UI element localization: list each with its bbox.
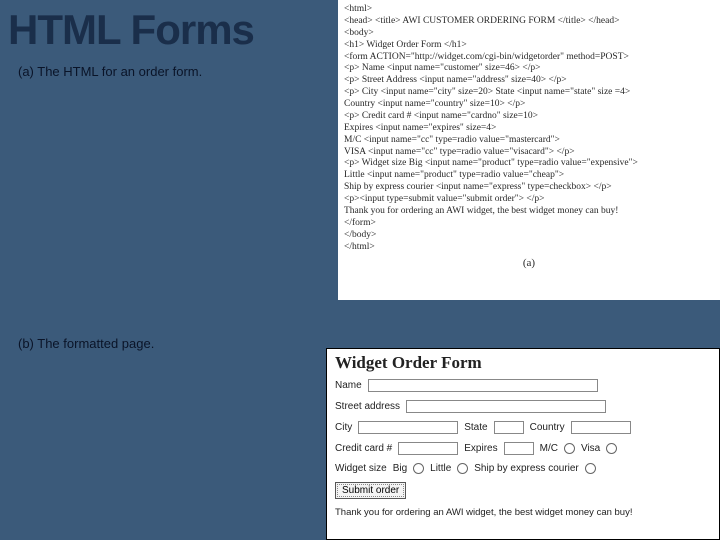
radio-big[interactable]: [413, 463, 424, 474]
code-line: Little <input name="product" type=radio …: [344, 170, 714, 182]
label-little: Little: [430, 463, 451, 474]
radio-visa[interactable]: [606, 443, 617, 454]
code-line: Country <input name="country" size=10> <…: [344, 99, 714, 111]
rendered-form-panel: Widget Order Form Name Street address Ci…: [326, 348, 720, 540]
code-line: <p> City <input name="city" size=20> Sta…: [344, 87, 714, 99]
code-line: <body>: [344, 28, 714, 40]
label-country: Country: [530, 422, 565, 433]
label-state: State: [464, 422, 487, 433]
label-street: Street address: [335, 401, 400, 412]
figure-label-a: (a): [344, 257, 714, 271]
row-city: City State Country: [335, 421, 711, 434]
code-line: M/C <input name="cc" type=radio value="m…: [344, 135, 714, 147]
form-heading: Widget Order Form: [335, 353, 711, 373]
radio-mc[interactable]: [564, 443, 575, 454]
label-name: Name: [335, 380, 362, 391]
label-visa: Visa: [581, 443, 600, 454]
code-line: <p> Name <input name="customer" size=46>…: [344, 63, 714, 75]
row-card: Credit card # Expires M/C Visa: [335, 442, 711, 455]
code-line: <form ACTION="http://widget.com/cgi-bin/…: [344, 52, 714, 64]
code-panel: <html><head> <title> AWI CUSTOMER ORDERI…: [338, 0, 720, 300]
code-line: <head> <title> AWI CUSTOMER ORDERING FOR…: [344, 16, 714, 28]
input-country[interactable]: [571, 421, 631, 434]
code-line: </html>: [344, 242, 714, 254]
caption-a: (a) The HTML for an order form.: [8, 58, 212, 85]
label-expires: Expires: [464, 443, 497, 454]
code-line: <p><input type=submit value="submit orde…: [344, 194, 714, 206]
code-line: <p> Widget size Big <input name="product…: [344, 158, 714, 170]
input-city[interactable]: [358, 421, 458, 434]
code-line: Thank you for ordering an AWI widget, th…: [344, 206, 714, 218]
code-line: </body>: [344, 230, 714, 242]
checkbox-ship[interactable]: [585, 463, 596, 474]
code-line: Expires <input name="expires" size=4>: [344, 123, 714, 135]
input-name[interactable]: [368, 379, 598, 392]
radio-little[interactable]: [457, 463, 468, 474]
label-mc: M/C: [540, 443, 558, 454]
code-line: VISA <input name="cc" type=radio value="…: [344, 147, 714, 159]
row-name: Name: [335, 379, 711, 392]
submit-button[interactable]: Submit order: [335, 482, 406, 499]
input-card[interactable]: [398, 442, 458, 455]
row-submit: Submit order: [335, 482, 711, 499]
code-line: <html>: [344, 4, 714, 16]
caption-b: (b) The formatted page.: [8, 330, 164, 357]
input-street[interactable]: [406, 400, 606, 413]
row-street: Street address: [335, 400, 711, 413]
code-line: <p> Credit card # <input name="cardno" s…: [344, 111, 714, 123]
input-state[interactable]: [494, 421, 524, 434]
code-line: <p> Street Address <input name="address"…: [344, 75, 714, 87]
row-widget: Widget size Big Little Ship by express c…: [335, 463, 711, 474]
thanks-text: Thank you for ordering an AWI widget, th…: [335, 507, 711, 518]
label-city: City: [335, 422, 352, 433]
label-size: Widget size: [335, 463, 387, 474]
label-big: Big: [393, 463, 407, 474]
code-line: </form>: [344, 218, 714, 230]
input-expires[interactable]: [504, 442, 534, 455]
code-line: <h1> Widget Order Form </h1>: [344, 40, 714, 52]
code-line: Ship by express courier <input name="exp…: [344, 182, 714, 194]
label-ship: Ship by express courier: [474, 463, 579, 474]
label-card: Credit card #: [335, 443, 392, 454]
